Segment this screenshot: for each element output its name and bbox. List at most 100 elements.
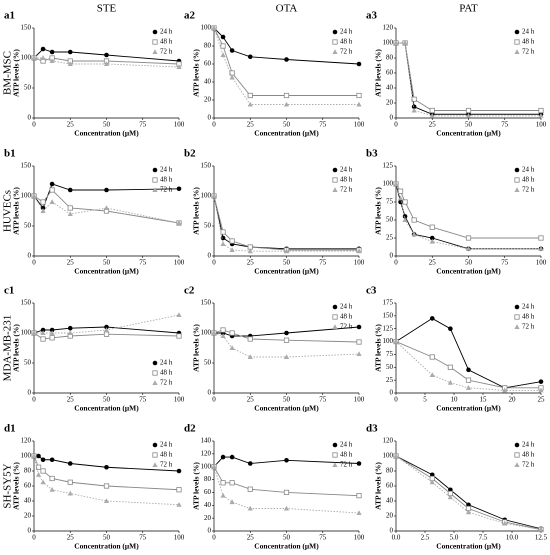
series-line [396, 42, 541, 111]
column-title: STE [97, 3, 117, 15]
marker [284, 57, 289, 62]
marker [176, 186, 182, 192]
marker [465, 107, 472, 114]
x-tick-label: 50 [103, 259, 111, 267]
series-line [396, 42, 541, 117]
marker [356, 61, 362, 67]
y-tick-label: 60 [386, 69, 394, 77]
marker [49, 486, 55, 492]
y-tick-label: 150 [21, 24, 32, 32]
marker [284, 330, 289, 336]
legend-marker [152, 29, 158, 35]
marker [465, 377, 472, 383]
marker [220, 43, 226, 49]
row-title: SH-SY5Y [2, 463, 14, 508]
marker [247, 54, 253, 60]
marker [40, 336, 46, 342]
marker [67, 205, 73, 211]
marker [411, 96, 417, 102]
legend-label: 48 h [522, 176, 535, 184]
x-tick-label: 50 [283, 121, 291, 129]
y-tick-label: 60 [386, 482, 394, 490]
marker [103, 61, 110, 66]
marker [211, 463, 217, 469]
y-tick-label: 40 [386, 84, 394, 92]
x-tick-label: 50 [283, 396, 291, 404]
marker [40, 457, 46, 463]
marker [67, 49, 73, 55]
legend-label: 48 h [160, 451, 173, 459]
legend-label: 72 h [340, 48, 353, 56]
x-tick-label: 100 [354, 534, 365, 542]
y-tick-label: 100 [21, 329, 32, 337]
y-tick-label: 125 [383, 324, 394, 332]
y-tick-label: 50 [24, 84, 32, 92]
legend-label: 48 h [522, 451, 535, 459]
y-tick-label: 50 [24, 222, 32, 230]
marker [538, 246, 544, 251]
marker [36, 453, 41, 459]
marker [49, 457, 55, 463]
marker [40, 55, 46, 60]
marker [397, 188, 404, 194]
marker [229, 74, 235, 80]
marker [49, 330, 55, 335]
legend-label: 24 h [340, 441, 353, 449]
marker [220, 327, 226, 333]
marker [49, 181, 55, 187]
panel-label: a3 [366, 10, 378, 22]
series-line [395, 183, 541, 239]
legend-marker [152, 462, 158, 467]
marker [49, 187, 55, 193]
marker [103, 327, 110, 332]
legend-marker [514, 324, 520, 329]
y-tick-label: 0 [208, 114, 212, 122]
marker [67, 211, 73, 216]
x-tick-label: 0 [394, 121, 398, 129]
y-tick-label: 80 [24, 467, 32, 475]
y-tick-label: 100 [383, 180, 394, 188]
marker [220, 454, 226, 460]
legend-marker [152, 39, 158, 45]
y-tick-label: 60 [204, 60, 212, 68]
marker [247, 486, 253, 492]
marker [429, 224, 435, 230]
x-tick-label: 75 [501, 121, 509, 129]
legend-marker [152, 177, 158, 183]
marker [411, 231, 417, 237]
x-tick-label: 25 [429, 259, 437, 267]
x-axis-label: Concentration (μM) [254, 129, 319, 138]
y-axis-label: ATP levels (%) [374, 324, 383, 372]
y-tick-label: 20 [204, 514, 212, 522]
marker [67, 330, 73, 335]
y-tick-label: 140 [201, 437, 212, 445]
x-tick-label: 50 [103, 534, 111, 542]
x-tick-label: 0 [32, 259, 36, 267]
y-tick-label: 20 [386, 512, 394, 520]
x-tick-label: 100 [174, 259, 185, 267]
y-tick-label: 50 [204, 359, 212, 367]
marker [104, 324, 109, 330]
panel-label: a1 [4, 10, 15, 22]
x-axis-label: Concentration (μM) [254, 267, 319, 276]
x-tick-label: 75 [139, 259, 147, 267]
x-tick-label: 75 [139, 534, 147, 542]
legend-marker [152, 370, 158, 376]
marker [40, 208, 46, 213]
marker [176, 220, 182, 225]
y-tick-label: 150 [21, 299, 32, 307]
legend-label: 48 h [340, 38, 353, 46]
x-tick-label: 75 [319, 534, 327, 542]
x-axis-label: Concentration (μM) [74, 404, 139, 413]
marker [283, 101, 290, 107]
legend-label: 72 h [522, 323, 535, 331]
series-line [213, 27, 359, 96]
y-tick-label: 80 [204, 475, 212, 483]
legend-marker [514, 452, 520, 458]
x-axis-label: Concentration (μM) [74, 267, 139, 276]
x-tick-label: 75 [501, 259, 509, 267]
y-tick-label: 100 [201, 192, 212, 200]
y-tick-label: 0 [390, 389, 394, 397]
y-tick-label: 120 [383, 24, 394, 32]
x-tick-label: 0 [212, 396, 216, 404]
